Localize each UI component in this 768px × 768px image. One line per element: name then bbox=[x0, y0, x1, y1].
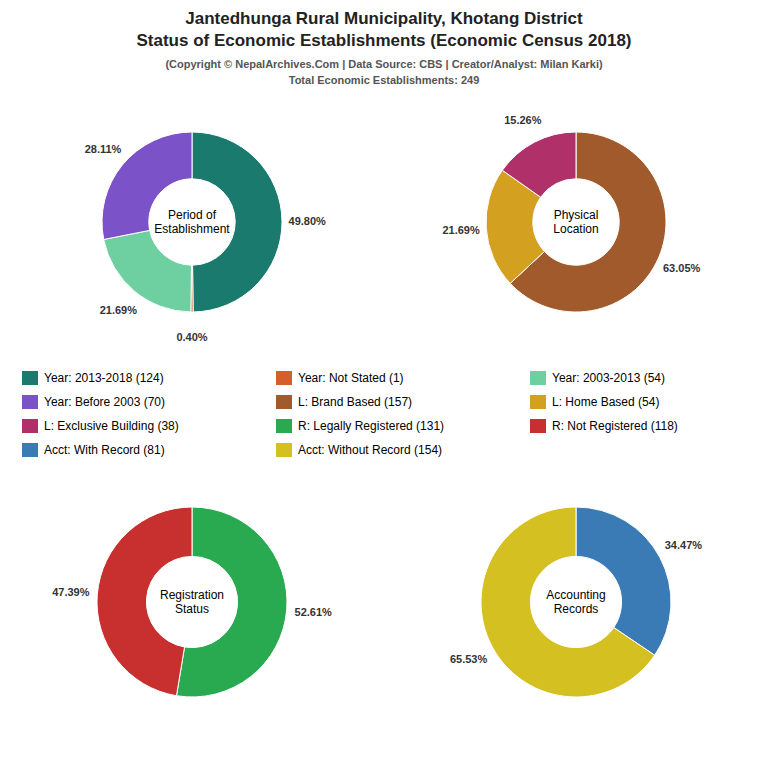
subtitle: (Copyright © NepalArchives.Com | Data So… bbox=[165, 58, 603, 70]
legend-entry: Acct: Without Record (154) bbox=[298, 443, 442, 457]
legend-swatch bbox=[276, 371, 292, 385]
center-label: RegistrationStatus bbox=[160, 588, 224, 616]
legend-entry: L: Exclusive Building (38) bbox=[44, 419, 179, 433]
legend-entry: L: Home Based (54) bbox=[552, 395, 659, 409]
center-label: AccountingRecords bbox=[546, 588, 605, 616]
legend: Year: 2013-2018 (124) Year: Not Stated (1… bbox=[22, 371, 678, 457]
legend-swatch bbox=[22, 371, 38, 385]
donut: Period ofEstablishment 49.80% 0.40% 21.69% 2… bbox=[85, 132, 326, 343]
data-labels: 52.61% 47.39% bbox=[52, 586, 332, 618]
subtitle: Total Economic Establishments: 249 bbox=[289, 74, 480, 86]
legend-entry: Year: 2003-2013 (54) bbox=[552, 371, 665, 385]
legend-swatch bbox=[22, 395, 38, 409]
data-labels: 49.80% 0.40% 21.69% 28.11% bbox=[85, 143, 326, 343]
legend-entry: Year: 2013-2018 (124) bbox=[44, 371, 164, 385]
slices bbox=[97, 507, 287, 697]
data-label: 52.61% bbox=[295, 606, 333, 618]
slices bbox=[102, 132, 282, 312]
title: Jantedhunga Rural Municipality, Khotang … bbox=[185, 9, 583, 28]
slice bbox=[481, 507, 655, 697]
legend-swatch bbox=[22, 443, 38, 457]
data-label: 21.69% bbox=[100, 304, 138, 316]
data-label: 47.39% bbox=[52, 586, 90, 598]
title: Status of Economic Establishments (Econo… bbox=[136, 31, 631, 50]
legend-entry: Acct: With Record (81) bbox=[44, 443, 165, 457]
slices bbox=[486, 132, 666, 312]
slices bbox=[481, 507, 671, 697]
donut: RegistrationStatus 52.61% 47.39% bbox=[52, 507, 332, 697]
data-label: 34.47% bbox=[665, 539, 703, 551]
legend-swatch bbox=[22, 419, 38, 433]
legend-swatch bbox=[276, 443, 292, 457]
donut: AccountingRecords 34.47% 65.53% bbox=[450, 507, 702, 697]
slice bbox=[502, 132, 576, 197]
legend-swatch bbox=[276, 419, 292, 433]
data-label: 63.05% bbox=[663, 262, 701, 274]
legend-entry: R: Legally Registered (131) bbox=[298, 419, 444, 433]
legend-entry: Year: Before 2003 (70) bbox=[44, 395, 165, 409]
legend-swatch bbox=[530, 419, 546, 433]
slice bbox=[576, 507, 671, 655]
slice bbox=[104, 230, 192, 312]
center-label: Period ofEstablishment bbox=[154, 208, 230, 236]
data-label: 21.69% bbox=[442, 224, 480, 236]
center-label: PhysicalLocation bbox=[553, 208, 598, 236]
chart-root: Jantedhunga Rural Municipality, Khotang … bbox=[0, 0, 768, 768]
legend-entry: R: Not Registered (118) bbox=[552, 419, 678, 433]
data-label: 0.40% bbox=[176, 331, 207, 343]
legend-swatch bbox=[276, 395, 292, 409]
legend-swatch bbox=[530, 371, 546, 385]
donut: PhysicalLocation 63.05% 21.69% 15.26% bbox=[442, 114, 700, 312]
data-label: 15.26% bbox=[504, 114, 542, 126]
legend-entry: Year: Not Stated (1) bbox=[298, 371, 404, 385]
data-label: 65.53% bbox=[450, 653, 488, 665]
legend-swatch bbox=[530, 395, 546, 409]
data-labels: 34.47% 65.53% bbox=[450, 539, 702, 665]
data-labels: 63.05% 21.69% 15.26% bbox=[442, 114, 700, 274]
data-label: 28.11% bbox=[85, 143, 122, 155]
legend-entry: L: Brand Based (157) bbox=[298, 395, 412, 409]
data-label: 49.80% bbox=[289, 215, 327, 227]
